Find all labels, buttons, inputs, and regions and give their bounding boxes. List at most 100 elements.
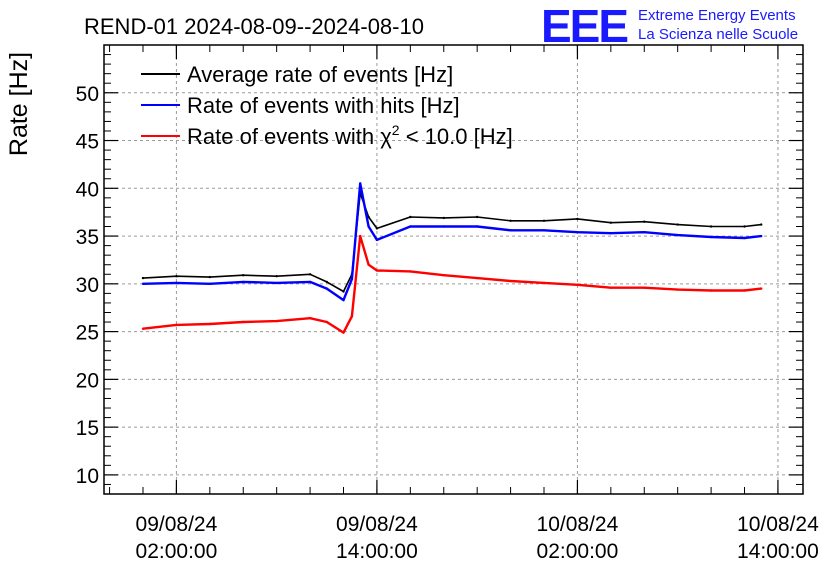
legend-label-suffix: < 10.0 [Hz] (400, 124, 513, 149)
series-1-point (308, 280, 312, 284)
series-0-point (476, 215, 479, 219)
x-tick-label-time: 02:00:00 (136, 540, 218, 563)
series-2-point (141, 327, 145, 330)
series-2-point (442, 274, 445, 277)
series-1-point (409, 225, 412, 228)
y-tick-label: 20 (76, 369, 99, 392)
x-tick-label-time: 14:00:00 (336, 540, 418, 563)
series-line-0 (142, 192, 762, 293)
series-2-point (609, 286, 612, 289)
legend-label-chi: χ (380, 124, 392, 149)
legend-label-2: Rate of events with χ2 < 10.0 [Hz] (187, 122, 513, 149)
series-2-point (308, 317, 312, 320)
series-2-point (242, 320, 245, 324)
y-tick-label: 40 (76, 178, 99, 201)
series-1-point (760, 234, 763, 238)
series-0-point (442, 216, 445, 220)
grid-lines (104, 45, 803, 494)
series-1-point (476, 225, 479, 228)
chart-title: REND-01 2024-08-09--2024-08-10 (84, 14, 424, 39)
y-axis-label: Rate [Hz] (5, 52, 33, 156)
series-2-point (208, 322, 211, 326)
series-0-point (242, 274, 245, 277)
y-tick-label: 45 (76, 131, 99, 154)
series-1-point (208, 282, 211, 285)
series-1-point (643, 231, 646, 234)
series-2-point (325, 320, 328, 324)
series-1-point (359, 182, 362, 185)
y-tick-label: 10 (76, 465, 99, 488)
series-0-point (342, 290, 345, 293)
series-1-point (509, 229, 512, 232)
series-line-1 (142, 182, 762, 302)
y-tick-label: 15 (76, 417, 99, 440)
legend-label-1: Rate of events with hits [Hz] (187, 93, 460, 118)
series-0-point (308, 273, 312, 276)
series-0-point (709, 225, 713, 228)
series-0-point (409, 215, 412, 219)
series-1-point (709, 235, 713, 239)
x-tick-label-date: 09/08/24 (136, 513, 218, 536)
series-2-point (175, 323, 178, 327)
series-2-point (342, 331, 345, 334)
y-tick-label: 30 (76, 274, 99, 297)
series-line-2 (142, 234, 762, 334)
series-1-point (175, 281, 178, 285)
axes: 10 15 20 25 30 35 40 45 50 09/08/24 02:00:00 09/08/… (76, 45, 819, 563)
series-2-point (542, 281, 546, 285)
plot-frame (103, 44, 804, 495)
legend-label-superscript: 2 (392, 122, 400, 138)
series-2-point (476, 276, 479, 280)
series-1-point (576, 231, 579, 234)
x-tick-label-time: 14:00:00 (737, 540, 819, 563)
y-tick-label: 35 (76, 226, 99, 249)
plot-area (141, 182, 763, 334)
series-0-point (743, 225, 746, 228)
series-0-point (509, 219, 512, 222)
series-1-point (442, 225, 445, 228)
series-1-point (141, 282, 145, 285)
series-1-point (609, 232, 612, 235)
series-2-point (359, 234, 362, 238)
series-2-point (643, 286, 646, 289)
series-0-point (175, 275, 178, 278)
series-0-point (375, 227, 379, 230)
series-0-point (141, 276, 145, 280)
series-2-point (676, 288, 679, 291)
series-0-point (760, 223, 763, 226)
series-2-point (375, 269, 379, 272)
series-0-point (542, 219, 546, 222)
x-tick-label-time: 02:00:00 (537, 540, 619, 563)
series-1-point (676, 233, 679, 237)
series-1-point (350, 277, 354, 281)
legend: Average rate of events [Hz] Rate of event… (141, 62, 513, 149)
series-2-point (743, 289, 746, 292)
series-0-point (576, 217, 579, 221)
series-0-point (275, 275, 278, 278)
series-0-point (676, 223, 679, 226)
series-1-point (367, 225, 370, 228)
y-tick-label: 50 (76, 83, 99, 106)
series-2-point (409, 270, 412, 273)
legend-label-prefix: Rate of events with (187, 124, 380, 149)
series-2-point (367, 263, 370, 266)
legend-label-0: Average rate of events [Hz] (187, 62, 453, 87)
series-2-point (576, 283, 579, 286)
series-2-point (760, 287, 763, 290)
eee-logo-line-1: Extreme Energy Events (638, 7, 796, 24)
series-0-point (609, 221, 612, 224)
series-1-point (375, 238, 379, 242)
series-2-point (509, 279, 512, 283)
x-tick-label-date: 10/08/24 (537, 513, 619, 536)
series-0-point (325, 280, 328, 284)
y-tick-label: 25 (76, 322, 99, 345)
eee-logo-letters: EEE (541, 0, 627, 52)
series-2-point (275, 319, 278, 323)
series-0-point (208, 275, 211, 279)
series-0-point (643, 220, 646, 223)
series-1-point (342, 298, 345, 302)
series-2-point (350, 315, 354, 318)
series-1-point (743, 236, 746, 240)
eee-logo-line-2: La Scienza nelle Scuole (638, 26, 798, 43)
